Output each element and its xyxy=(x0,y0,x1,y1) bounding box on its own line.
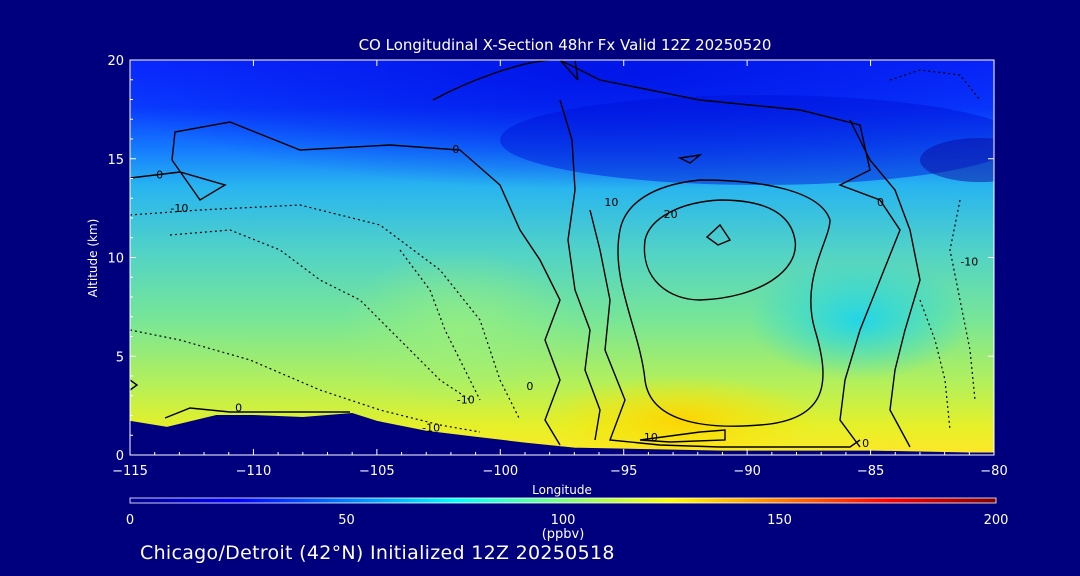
contour-label: 0 xyxy=(862,437,869,450)
y-axis-label: Altitude (km) xyxy=(86,219,100,298)
x-tick-label: −90 xyxy=(733,464,760,479)
contour-label: 0 xyxy=(877,196,884,209)
contour-label: -10 xyxy=(170,202,188,215)
y-tick-label: 0 xyxy=(116,449,124,464)
contour-line xyxy=(171,121,561,446)
colorbar-ticks: 0 50 100 150 200 xyxy=(126,513,1009,528)
contour-label: -10 xyxy=(457,394,475,407)
x-axis: −115 −110 −105 −100 −95 −90 −85 −80 xyxy=(112,60,1008,479)
colorbar-tick-label: 100 xyxy=(551,513,576,528)
contour-line-negative xyxy=(889,69,981,101)
x-tick-label: −95 xyxy=(610,464,637,479)
contour-line xyxy=(130,159,227,201)
contour-line-negative xyxy=(169,229,471,401)
colorbar-tick-label: 200 xyxy=(984,513,1009,528)
contour-line-negative xyxy=(130,204,521,421)
x-tick-label: −110 xyxy=(236,464,272,479)
colorbar-tick-label: 0 xyxy=(126,513,134,528)
y-tick-label: 20 xyxy=(107,54,124,69)
contour-labels: 0 0 0 0 0 0 10 10 20 -10 -10 -10 -10 xyxy=(156,143,978,450)
contour-line xyxy=(164,407,350,419)
heatmap-field xyxy=(130,60,994,455)
contour-label: 0 xyxy=(156,169,163,182)
x-tick-label: −85 xyxy=(857,464,884,479)
chart-title: CO Longitudinal X-Section 48hr Fx Valid … xyxy=(359,36,772,54)
contour-line xyxy=(617,179,831,427)
contour-label: 10 xyxy=(604,196,618,209)
contour-line-negative xyxy=(949,199,976,401)
colorbar-label: (ppbv) xyxy=(542,527,585,542)
colorbar-tick-label: 50 xyxy=(338,513,355,528)
contour-line xyxy=(589,209,861,448)
footer-caption: Chicago/Detroit (42°N) Initialized 12Z 2… xyxy=(140,542,615,564)
terrain xyxy=(129,412,995,456)
contour-line xyxy=(432,60,579,101)
contour-label: -10 xyxy=(422,421,440,434)
contour-line-negative xyxy=(919,299,951,431)
contour-lines xyxy=(130,60,981,448)
contour-line-negative xyxy=(130,329,481,433)
y-axis: 0 5 10 15 20 xyxy=(107,54,994,464)
contour-label: 0 xyxy=(452,143,459,156)
colorbar xyxy=(129,497,997,504)
x-axis-label: Longitude xyxy=(532,483,592,497)
contour-label: 0 xyxy=(235,402,242,415)
contour-line xyxy=(643,199,797,301)
y-tick-label: 5 xyxy=(116,350,124,365)
contour-label: 0 xyxy=(526,380,533,393)
contour-label: 20 xyxy=(664,208,678,221)
contour-line xyxy=(559,99,601,441)
x-tick-label: −115 xyxy=(112,464,148,479)
contour-line xyxy=(639,429,726,443)
contour-line xyxy=(677,153,703,164)
x-tick-label: −100 xyxy=(482,464,518,479)
contour-label: 10 xyxy=(644,431,658,444)
contour-line xyxy=(559,60,901,448)
contour-label: -10 xyxy=(960,255,978,268)
colorbar-tick-label: 150 xyxy=(767,513,792,528)
x-tick-label: −80 xyxy=(980,464,1007,479)
x-tick-label: −105 xyxy=(359,464,395,479)
contour-line xyxy=(705,223,732,246)
y-tick-label: 15 xyxy=(107,153,124,168)
y-tick-label: 10 xyxy=(107,252,124,267)
contour-line xyxy=(849,119,921,448)
contour-line xyxy=(130,379,139,391)
